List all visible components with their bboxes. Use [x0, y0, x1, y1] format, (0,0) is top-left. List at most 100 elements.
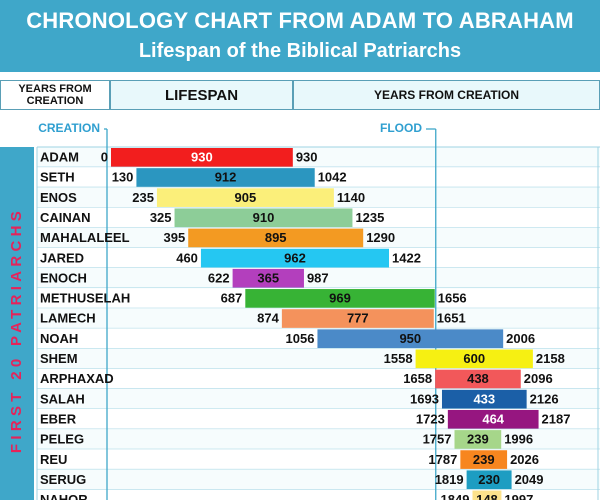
side-label: FIRST 20 PATRIARCHS	[8, 207, 25, 453]
lifespan-bar	[245, 289, 435, 308]
lifespan-value: 230	[478, 472, 500, 487]
column-header-years-from-creation-right: YEARS FROM CREATION	[293, 80, 600, 110]
end-year: 1140	[337, 190, 365, 205]
end-year: 1996	[504, 432, 533, 447]
patriarch-name: SERUG	[40, 472, 86, 487]
lifespan-bar	[111, 148, 293, 167]
end-year: 1422	[392, 250, 421, 265]
patriarch-name: SHEM	[40, 351, 78, 366]
patriarch-name: SALAH	[40, 391, 85, 406]
lifespan-bar	[281, 309, 434, 328]
end-year: 1997	[504, 492, 533, 500]
start-year: 0	[101, 150, 108, 165]
end-year: 2158	[536, 351, 565, 366]
patriarch-name: ARPHAXAD	[40, 371, 114, 386]
lifespan-bar	[454, 430, 502, 449]
lifespan-value: 962	[284, 250, 306, 265]
end-year: 2187	[542, 411, 571, 426]
column-header-years-line2: CREATION	[26, 95, 84, 107]
lifespan-value: 433	[473, 391, 495, 406]
lifespan-bar	[460, 450, 508, 469]
start-year: 1849	[441, 492, 470, 500]
row-background	[37, 489, 600, 500]
start-year: 460	[176, 250, 198, 265]
lifespan-bar	[466, 470, 512, 490]
row-background	[37, 267, 600, 289]
lifespan-value: 905	[235, 190, 257, 205]
lifespan-value: 438	[467, 371, 489, 386]
end-year: 2096	[524, 371, 553, 386]
end-year: 2026	[510, 452, 539, 467]
end-year: 1656	[438, 291, 467, 306]
lifespan-bar	[317, 329, 504, 348]
start-year: 1819	[435, 472, 464, 487]
lifespan-bar	[136, 168, 315, 187]
patriarch-name: ADAM	[40, 150, 79, 165]
patriarch-name: NOAH	[40, 331, 78, 346]
start-year: 687	[221, 291, 243, 306]
patriarch-name: MAHALALEEL	[40, 230, 130, 245]
patriarch-name: ENOCH	[40, 270, 87, 285]
flood-label: FLOOD	[380, 121, 422, 135]
lifespan-value: 148	[476, 492, 498, 500]
lifespan-value: 912	[215, 170, 237, 185]
row-background	[37, 449, 600, 470]
lifespan-bar	[188, 228, 364, 248]
lifespan-bar	[174, 208, 353, 228]
lifespan-value: 910	[253, 210, 275, 225]
patriarch-name: CAINAN	[40, 210, 91, 225]
start-year: 1787	[428, 452, 457, 467]
lifespan-value: 895	[265, 230, 287, 245]
lifespan-bar	[415, 349, 533, 369]
lifespan-bar	[441, 389, 527, 409]
end-year: 2049	[515, 472, 544, 487]
patriarch-name: PELEG	[40, 432, 84, 447]
start-year: 1658	[403, 371, 432, 386]
lifespan-value: 239	[473, 452, 495, 467]
lifespan-value: 950	[399, 331, 421, 346]
patriarch-name: LAMECH	[40, 311, 96, 326]
patriarch-name: REU	[40, 452, 67, 467]
column-header-lifespan: LIFESPAN	[110, 80, 293, 110]
end-year: 1235	[355, 210, 384, 225]
start-year: 1056	[286, 331, 315, 346]
side-band	[0, 147, 34, 500]
lifespan-value: 600	[463, 351, 485, 366]
row-background	[37, 469, 600, 490]
lifespan-value: 464	[482, 411, 504, 426]
column-header-years-from-creation: YEARS FROM CREATION	[0, 80, 110, 110]
start-year: 1723	[416, 411, 445, 426]
start-year: 874	[257, 311, 279, 326]
start-year: 622	[208, 270, 230, 285]
lifespan-bar	[472, 490, 502, 500]
end-year: 1651	[437, 311, 466, 326]
patriarch-name: METHUSELAH	[40, 291, 130, 306]
chart-subtitle: Lifespan of the Biblical Patriarchs	[138, 40, 462, 62]
lifespan-bar	[232, 268, 304, 288]
end-year: 2006	[506, 331, 535, 346]
end-year: 1290	[366, 230, 395, 245]
chart-title: CHRONOLOGY CHART FROM ADAM TO ABRAHAM	[26, 8, 574, 33]
patriarch-name: ENOS	[40, 190, 77, 205]
start-year: 235	[132, 190, 154, 205]
creation-label: CREATION	[38, 121, 100, 135]
end-year: 2126	[530, 391, 559, 406]
patriarch-name: JARED	[40, 250, 84, 265]
start-year: 325	[150, 210, 172, 225]
start-year: 1558	[384, 351, 413, 366]
end-year: 987	[307, 270, 329, 285]
lifespan-value: 239	[467, 432, 489, 447]
lifespan-bar	[435, 369, 521, 389]
start-year: 1757	[423, 432, 452, 447]
start-year: 130	[112, 170, 134, 185]
lifespan-bar	[156, 188, 334, 207]
chart-header: CHRONOLOGY CHART FROM ADAM TO ABRAHAM Li…	[0, 0, 600, 72]
end-year: 1042	[318, 170, 347, 185]
column-header-years-line1: YEARS FROM	[18, 83, 92, 95]
lifespan-value: 930	[191, 150, 213, 165]
lifespan-bar	[200, 248, 390, 268]
lifespan-value: 365	[257, 270, 279, 285]
start-year: 395	[164, 230, 186, 245]
patriarch-name: EBER	[40, 411, 77, 426]
